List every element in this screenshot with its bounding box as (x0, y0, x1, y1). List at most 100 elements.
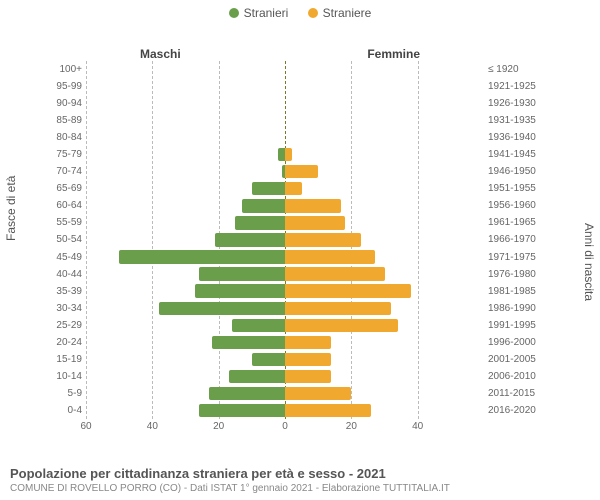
bar-female (285, 387, 351, 400)
table-row: 80-84 1936-1940 (50, 129, 540, 146)
table-row: 35-391981-1985 (50, 283, 540, 300)
chart-title: Popolazione per cittadinanza straniera p… (10, 466, 590, 481)
birth-label: 1986-1990 (484, 303, 540, 314)
age-label: 80-84 (50, 132, 86, 143)
table-row: 55-591961-1965 (50, 214, 540, 231)
x-tick: 40 (147, 421, 158, 432)
age-label: 100+ (50, 64, 86, 75)
bar-female (285, 165, 318, 178)
bar-group (86, 163, 484, 180)
table-row: 100+≤ 1920 (50, 61, 540, 78)
age-label: 90-94 (50, 98, 86, 109)
bar-group (86, 249, 484, 266)
bar-male (119, 250, 285, 263)
table-row: 45-49 1971-1975 (50, 249, 540, 266)
birth-label: 1946-1950 (484, 166, 540, 177)
table-row: 50-54 1966-1970 (50, 231, 540, 248)
legend-item-female: Straniere (308, 6, 372, 20)
birth-label: 2011-2015 (484, 388, 540, 399)
bar-group (86, 283, 484, 300)
legend-label-female: Straniere (323, 6, 372, 20)
age-label: 75-79 (50, 149, 86, 160)
bar-female (285, 336, 331, 349)
age-label: 85-89 (50, 115, 86, 126)
bar-group (86, 385, 484, 402)
bar-group (86, 197, 484, 214)
bar-group (86, 146, 484, 163)
age-label: 25-29 (50, 320, 86, 331)
birth-label: 1996-2000 (484, 337, 540, 348)
bar-group (86, 300, 484, 317)
bar-male (252, 353, 285, 366)
table-row: 95-99 1921-1925 (50, 78, 540, 95)
age-label: 10-14 (50, 371, 86, 382)
birth-label: 1941-1945 (484, 149, 540, 160)
age-label: 20-24 (50, 337, 86, 348)
table-row: 15-19 2001-2005 (50, 351, 540, 368)
birth-label: 2001-2005 (484, 354, 540, 365)
bar-male (252, 182, 285, 195)
bar-female (285, 148, 292, 161)
age-label: 45-49 (50, 252, 86, 263)
table-row: 85-89 1931-1935 (50, 112, 540, 129)
bar-group (86, 351, 484, 368)
bar-male (278, 148, 285, 161)
bar-group (86, 317, 484, 334)
bar-female (285, 353, 331, 366)
birth-label: 1991-1995 (484, 320, 540, 331)
bar-group (86, 266, 484, 283)
bar-male (199, 267, 285, 280)
birth-label: 1951-1955 (484, 183, 540, 194)
header-male: Maschi (140, 47, 181, 61)
birth-label: 1976-1980 (484, 269, 540, 280)
table-row: 25-29 1991-1995 (50, 317, 540, 334)
bar-group (86, 368, 484, 385)
age-label: 0-4 (50, 405, 86, 416)
bar-group (86, 334, 484, 351)
bar-female (285, 302, 391, 315)
header-female: Femmine (367, 47, 420, 61)
bar-group (86, 61, 484, 78)
bar-female (285, 404, 371, 417)
bar-male (215, 233, 285, 246)
bar-group (86, 78, 484, 95)
bar-group (86, 95, 484, 112)
bar-male (195, 284, 285, 297)
birth-label: 1921-1925 (484, 81, 540, 92)
chart: Maschi Femmine Fasce di età Anni di nasc… (0, 21, 600, 451)
y-axis-label-right: Anni di nascita (582, 223, 596, 301)
bar-female (285, 216, 345, 229)
bar-female (285, 319, 398, 332)
table-row: 5-9 2011-2015 (50, 385, 540, 402)
age-label: 15-19 (50, 354, 86, 365)
bar-group (86, 112, 484, 129)
birth-label: 1936-1940 (484, 132, 540, 143)
legend-swatch-male (229, 8, 239, 18)
table-row: 20-24 1996-2000 (50, 334, 540, 351)
bar-male (242, 199, 285, 212)
age-label: 95-99 (50, 81, 86, 92)
bar-female (285, 370, 331, 383)
birth-label: 1966-1970 (484, 234, 540, 245)
age-label: 50-54 (50, 234, 86, 245)
bar-male (212, 336, 285, 349)
birth-label: 1971-1975 (484, 252, 540, 263)
x-tick: 60 (80, 421, 91, 432)
bar-female (285, 267, 385, 280)
table-row: 60-641956-1960 (50, 197, 540, 214)
bar-male (209, 387, 285, 400)
birth-label: 2016-2020 (484, 405, 540, 416)
bar-male (159, 302, 285, 315)
table-row: 70-741946-1950 (50, 163, 540, 180)
legend: Stranieri Straniere (0, 0, 600, 21)
bar-group (86, 231, 484, 248)
rows-container: 100+≤ 192095-991921-192590-941926-193085… (50, 61, 540, 419)
x-tick: 20 (346, 421, 357, 432)
birth-label: 2006-2010 (484, 371, 540, 382)
legend-label-male: Stranieri (244, 6, 289, 20)
table-row: 30-341986-1990 (50, 300, 540, 317)
footer: Popolazione per cittadinanza straniera p… (10, 466, 590, 494)
bar-female (285, 284, 411, 297)
birth-label: 1931-1935 (484, 115, 540, 126)
age-label: 5-9 (50, 388, 86, 399)
